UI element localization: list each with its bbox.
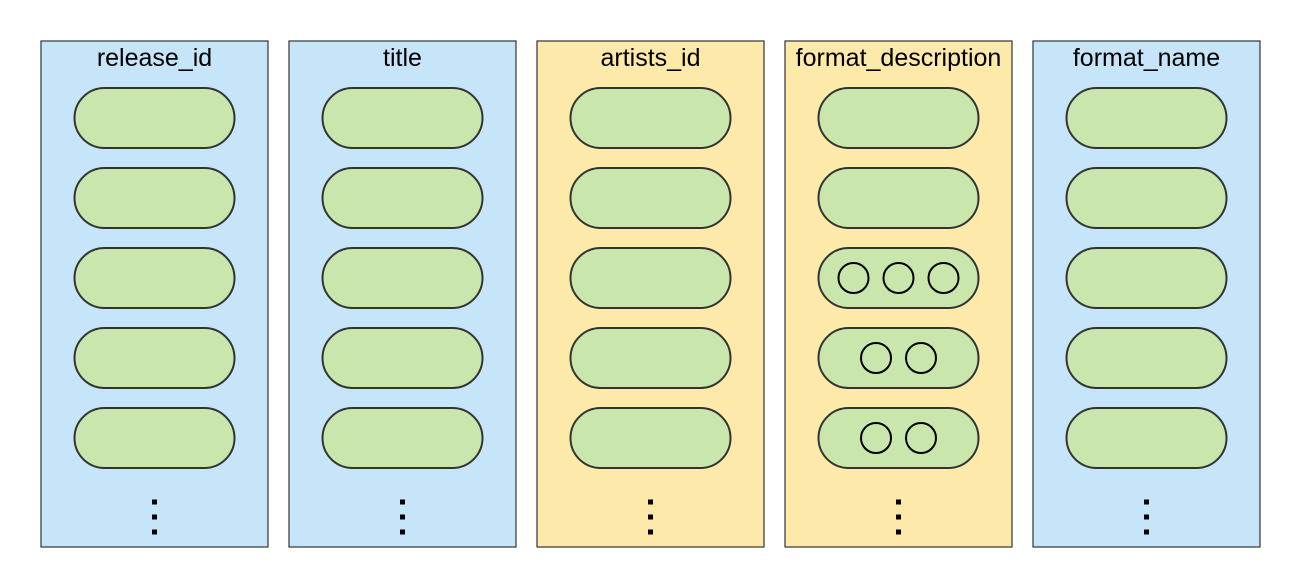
value-cell <box>321 407 484 469</box>
value-pill <box>817 247 980 309</box>
nested-value-circle <box>905 342 937 374</box>
ellipsis-dot <box>1144 529 1149 535</box>
ellipsis-dot <box>400 529 405 535</box>
value-pill <box>73 327 236 389</box>
value-pill <box>321 247 484 309</box>
ellipsis-icon <box>152 499 157 535</box>
value-cell <box>1065 327 1228 389</box>
ellipsis-dot <box>896 499 901 505</box>
ellipsis-dot <box>152 529 157 535</box>
value-pill <box>569 87 732 149</box>
ellipsis-dot <box>400 514 405 520</box>
nested-value-circle <box>860 342 892 374</box>
nested-value-circle <box>837 262 870 294</box>
value-pill <box>1065 407 1228 469</box>
ellipsis-icon <box>648 499 653 535</box>
column-artists-id: artists_id <box>536 40 765 548</box>
value-cell <box>817 327 980 389</box>
nested-value-circle <box>882 262 915 294</box>
ellipsis-dot <box>648 514 653 520</box>
value-pill <box>73 247 236 309</box>
ellipsis-dot <box>896 514 901 520</box>
ellipsis-icon <box>400 499 405 535</box>
value-cell <box>73 247 236 309</box>
value-pill <box>1065 87 1228 149</box>
value-pill <box>1065 247 1228 309</box>
value-cell <box>569 407 732 469</box>
ellipsis-icon <box>1144 499 1149 535</box>
value-cell <box>1065 247 1228 309</box>
value-pill <box>321 167 484 229</box>
value-pill <box>817 167 980 229</box>
value-pill <box>817 87 980 149</box>
column-title: format_name <box>1073 44 1220 72</box>
column-title: format_description <box>796 44 1002 72</box>
value-cell <box>73 407 236 469</box>
nested-value-circle <box>860 422 892 454</box>
value-cell <box>817 247 980 309</box>
nested-value-circle <box>905 422 937 454</box>
value-cell <box>817 167 980 229</box>
value-cell <box>321 87 484 149</box>
ellipsis-dot <box>896 529 901 535</box>
value-pill <box>817 327 980 389</box>
value-pill <box>73 167 236 229</box>
value-pill <box>321 87 484 149</box>
value-cell <box>569 87 732 149</box>
ellipsis-dot <box>648 499 653 505</box>
value-cell <box>569 327 732 389</box>
value-pill <box>321 407 484 469</box>
column-release-id: release_id <box>40 40 269 548</box>
value-cell <box>321 247 484 309</box>
ellipsis-dot <box>1144 514 1149 520</box>
value-pill <box>817 407 980 469</box>
value-cell <box>73 167 236 229</box>
ellipsis-icon <box>896 499 901 535</box>
value-pill <box>73 87 236 149</box>
ellipsis-dot <box>400 499 405 505</box>
value-pill <box>569 247 732 309</box>
column-title: release_id <box>97 44 212 72</box>
nested-value-circle <box>927 262 960 294</box>
ellipsis-dot <box>1144 499 1149 505</box>
value-cell <box>73 87 236 149</box>
column-title: title <box>383 44 422 72</box>
value-cell <box>817 87 980 149</box>
value-cell <box>569 167 732 229</box>
ellipsis-dot <box>152 514 157 520</box>
value-pill <box>1065 167 1228 229</box>
value-cell <box>817 407 980 469</box>
value-pill <box>569 327 732 389</box>
ellipsis-dot <box>152 499 157 505</box>
ellipsis-dot <box>648 529 653 535</box>
value-pill <box>569 167 732 229</box>
value-cell <box>73 327 236 389</box>
value-cell <box>569 247 732 309</box>
value-cell <box>1065 407 1228 469</box>
value-cell <box>1065 87 1228 149</box>
value-cell <box>1065 167 1228 229</box>
value-cell <box>321 167 484 229</box>
value-pill <box>321 327 484 389</box>
column-format-name: format_name <box>1032 40 1261 548</box>
value-cell <box>321 327 484 389</box>
column-format-description: format_description <box>784 40 1013 548</box>
value-pill <box>569 407 732 469</box>
value-pill <box>1065 327 1228 389</box>
column-title: artists_id <box>600 44 700 72</box>
column-title: title <box>288 40 517 548</box>
value-pill <box>73 407 236 469</box>
